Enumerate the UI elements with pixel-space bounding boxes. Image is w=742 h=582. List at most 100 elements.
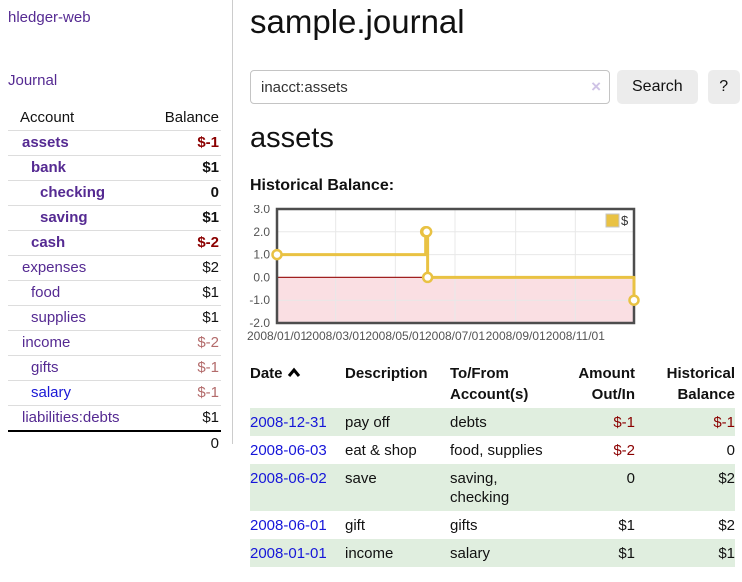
account-link-gifts[interactable]: gifts [31, 359, 59, 376]
accounts-header: Account Balance [8, 106, 221, 130]
y-tick-label: 2.0 [253, 225, 270, 239]
x-tick-label: 2008/11/01 [546, 329, 605, 343]
clear-search-icon[interactable]: × [591, 77, 601, 96]
account-balance: $2 [202, 259, 219, 276]
account-link-liabilities-debts[interactable]: liabilities:debts [22, 409, 120, 426]
account-row: cash $-2 [8, 230, 221, 255]
y-tick-label: 1.0 [253, 248, 270, 262]
brand-link[interactable]: hledger-web [8, 9, 91, 26]
column-header-date-label: Date [250, 365, 283, 382]
y-tick-label: 3.0 [253, 205, 270, 216]
transaction-date-link[interactable]: 2008-06-01 [250, 517, 327, 534]
account-row: food $1 [8, 280, 221, 305]
nav-journal-link[interactable]: Journal [8, 72, 58, 89]
transaction-amount: $1 [618, 517, 635, 534]
transaction-description: gift [345, 517, 366, 534]
data-point-marker[interactable] [420, 226, 433, 238]
accounts-header-account: Account [20, 109, 75, 126]
transaction-accounts: food, supplies [450, 442, 543, 459]
search-box: × [250, 70, 610, 104]
legend-swatch [605, 213, 620, 228]
sort-ascending-icon [287, 367, 300, 377]
account-row: income $-2 [8, 330, 221, 355]
x-tick-label: 2008/01/01 [247, 329, 307, 343]
account-row: saving $1 [8, 205, 221, 230]
transaction-date-link[interactable]: 2008-12-31 [250, 414, 327, 431]
account-link-income[interactable]: income [22, 334, 71, 351]
transaction-date-link[interactable]: 2008-01-01 [250, 545, 327, 562]
chart-title: Historical Balance: [250, 177, 395, 194]
column-header-accounts[interactable]: To/From Account(s) [450, 365, 529, 403]
transaction-amount: 0 [626, 470, 635, 487]
account-row: salary $-1 [8, 380, 221, 405]
account-balance: $1 [202, 409, 219, 426]
data-point-marker[interactable] [421, 271, 434, 284]
transaction-balance: $1 [718, 545, 735, 562]
search-button[interactable]: Search [617, 70, 698, 104]
transaction-balance: 0 [726, 442, 735, 459]
account-link-supplies[interactable]: supplies [31, 309, 87, 326]
account-row: liabilities:debts $1 [8, 405, 221, 430]
account-row: bank $1 [8, 155, 221, 180]
register-table: Date Description To/From Account(s) Amou… [250, 363, 735, 567]
account-balance: $1 [202, 284, 219, 301]
legend-label: $ [621, 213, 629, 228]
register-row: 2008-06-01 gift gifts $1 $2 [250, 511, 735, 539]
data-point-marker[interactable] [271, 248, 283, 261]
accounts-header-balance: Balance [164, 109, 219, 126]
transaction-accounts: gifts [450, 517, 478, 534]
account-balance: $1 [202, 209, 219, 226]
x-tick-label: 2008/05/01 [365, 329, 425, 343]
transaction-accounts: debts [450, 414, 487, 431]
transaction-description: save [345, 470, 377, 487]
account-link-assets[interactable]: assets [22, 134, 69, 151]
account-heading: assets [250, 122, 334, 154]
x-tick-label: 2008/03/01 [306, 329, 366, 343]
transaction-amount: $-1 [613, 414, 635, 431]
transaction-balance: $2 [718, 470, 735, 487]
register-row: 2008-01-01 income salary $1 $1 [250, 539, 735, 567]
account-link-checking[interactable]: checking [40, 184, 106, 201]
y-tick-label: -1.0 [249, 293, 270, 307]
account-link-saving[interactable]: saving [40, 209, 88, 226]
accounts-total-balance: 0 [210, 435, 219, 452]
transaction-accounts: saving, checking [450, 470, 510, 506]
main-content: sample.journal × Search ? assets Histori… [247, 0, 742, 582]
account-link-bank[interactable]: bank [31, 159, 67, 176]
account-balance: $-2 [197, 334, 219, 351]
register-row: 2008-06-03 eat & shop food, supplies $-2… [250, 436, 735, 464]
account-balance: $-1 [197, 134, 219, 151]
account-balance: $1 [202, 309, 219, 326]
account-link-expenses[interactable]: expenses [22, 259, 87, 276]
transaction-balance: $2 [718, 517, 735, 534]
help-button[interactable]: ? [707, 70, 740, 104]
account-row: supplies $1 [8, 305, 221, 330]
search-input[interactable] [250, 70, 610, 104]
column-header-amount[interactable]: Amount Out/In [578, 365, 635, 403]
register-header-row: Date Description To/From Account(s) Amou… [250, 363, 735, 408]
column-header-description[interactable]: Description [345, 365, 428, 382]
transaction-date-link[interactable]: 2008-06-03 [250, 442, 327, 459]
account-link-salary[interactable]: salary [31, 384, 72, 401]
account-row: expenses $2 [8, 255, 221, 280]
x-tick-label: 2008/07/01 [425, 329, 485, 343]
account-balance: $-1 [197, 384, 219, 401]
transaction-balance: $-1 [713, 414, 735, 431]
historical-balance-chart[interactable]: $3.0 2.0 1.0 0.0 -1.0 -2.02008/01/012008/03/0… [244, 205, 742, 357]
accounts-panel: Account Balance assets $-1 bank $1 check… [8, 106, 221, 456]
column-header-date[interactable]: Date [250, 363, 345, 408]
data-point-marker[interactable] [628, 294, 640, 306]
account-link-cash[interactable]: cash [31, 234, 66, 251]
column-header-balance[interactable]: Historical Balance [666, 365, 735, 403]
transaction-date-link[interactable]: 2008-06-02 [250, 470, 327, 487]
accounts-total-row: 0 [8, 430, 221, 456]
account-balance: 0 [210, 184, 219, 201]
account-row: assets $-1 [8, 130, 221, 155]
x-tick-label: 2008/09/01 [486, 329, 546, 343]
account-balance: $-2 [197, 234, 219, 251]
y-tick-label: -2.0 [249, 316, 270, 330]
page-title: sample.journal [250, 3, 465, 40]
register-row: 2008-06-02 save saving, checking 0 $2 [250, 464, 735, 511]
transaction-description: pay off [345, 414, 390, 431]
account-link-food[interactable]: food [31, 284, 61, 301]
